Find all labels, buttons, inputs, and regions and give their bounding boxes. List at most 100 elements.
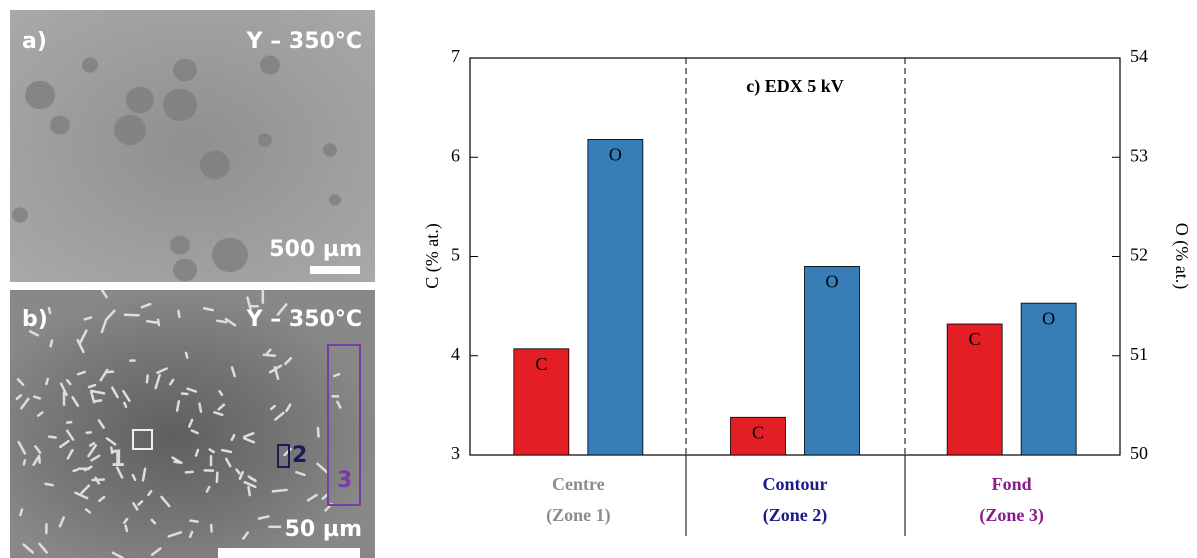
precipitate: [110, 446, 114, 455]
precipitate: [124, 524, 129, 533]
zone-box: [277, 444, 290, 468]
precipitate: [154, 373, 161, 390]
precipitate: [123, 401, 128, 408]
scale-label: 50 µm: [285, 517, 362, 542]
precipitate: [122, 389, 131, 402]
x-tick-sublabel: (Zone 2): [763, 505, 828, 526]
precipitate: [106, 309, 116, 320]
precipitate: [238, 470, 245, 480]
precipitate: [186, 387, 198, 393]
particle: [12, 207, 28, 223]
precipitate: [65, 429, 75, 441]
precipitate: [76, 338, 85, 354]
sem-background: [10, 290, 375, 558]
precipitate: [189, 519, 199, 523]
precipitate: [20, 397, 30, 410]
precipitate: [217, 403, 226, 411]
particle: [258, 133, 272, 147]
precipitate: [150, 518, 157, 525]
zone-label: 2: [292, 443, 307, 468]
scale-bar: [310, 266, 360, 274]
precipitate: [167, 531, 183, 538]
precipitate: [105, 437, 117, 446]
precipitate: [76, 370, 86, 376]
chart-title: c) EDX 5 kV: [746, 76, 844, 97]
precipitate: [246, 296, 252, 311]
precipitate: [270, 404, 276, 411]
bar-label: C: [535, 354, 547, 374]
y2-tick-label: 54: [1130, 46, 1148, 66]
y2-tick-label: 50: [1130, 443, 1148, 463]
x-tick-label: Centre: [552, 474, 605, 494]
precipitate: [101, 289, 108, 299]
scale-bar: [218, 548, 360, 558]
particle: [114, 114, 146, 146]
zone-box: [132, 429, 153, 450]
precipitate: [16, 378, 25, 386]
x-tick-sublabel: (Zone 1): [546, 505, 611, 526]
y2-tick-label: 53: [1130, 145, 1148, 165]
precipitate: [131, 473, 137, 482]
precipitate: [177, 309, 181, 319]
precipitate: [242, 432, 255, 439]
particle: [173, 258, 197, 282]
precipitate: [190, 429, 199, 435]
precipitate: [173, 460, 181, 464]
precipitate: [147, 489, 153, 497]
bar-label: C: [969, 329, 981, 349]
precipitate: [276, 303, 288, 316]
precipitate: [72, 468, 79, 473]
precipitate: [65, 379, 72, 386]
precipitate: [38, 542, 48, 554]
precipitate: [97, 419, 106, 429]
precipitate: [141, 467, 147, 482]
particle: [25, 80, 55, 110]
particle: [50, 115, 70, 135]
precipitate: [84, 508, 92, 514]
precipitate: [140, 302, 152, 309]
precipitate: [88, 441, 96, 447]
particle: [323, 143, 337, 157]
precipitate: [80, 484, 91, 495]
chart: c) EDX 5 kV C (% at.) O (% at.) 3 4 5 6 7 50 5…: [422, 46, 1192, 536]
particle: [200, 150, 230, 180]
precipitate: [184, 470, 194, 474]
precipitate: [65, 420, 73, 424]
precipitate: [332, 372, 341, 378]
x-tick-sublabel: (Zone 3): [979, 505, 1044, 526]
precipitate: [90, 454, 101, 462]
precipitate: [198, 402, 203, 413]
y-tick-label: 7: [451, 46, 460, 66]
bar: [730, 416, 786, 456]
precipitate: [262, 353, 277, 357]
precipitate: [271, 488, 288, 493]
precipitate: [205, 485, 211, 493]
precipitate: [175, 400, 181, 412]
zone-label: 1: [110, 447, 125, 472]
precipitate: [184, 351, 189, 359]
precipitate: [306, 493, 318, 502]
panel-label: a): [22, 29, 47, 54]
precipitate: [208, 448, 216, 454]
sem-image-a: a) Y – 350°C 500 µm: [10, 10, 375, 282]
precipitate: [22, 543, 35, 554]
bar: [587, 138, 644, 456]
precipitate: [243, 480, 257, 489]
precipitate: [295, 470, 306, 477]
precipitate: [316, 426, 320, 438]
bar-label: O: [826, 272, 839, 292]
precipitate: [218, 389, 224, 396]
precipitate: [98, 495, 106, 503]
precipitate: [156, 318, 161, 327]
precipitate: [33, 395, 42, 400]
y2-tick-label: 52: [1130, 245, 1148, 265]
precipitate: [32, 456, 40, 466]
precipitate: [45, 377, 50, 386]
precipitate: [78, 329, 88, 344]
precipitate: [150, 547, 162, 556]
precipitate: [17, 440, 27, 455]
bar: [513, 348, 570, 456]
precipitate: [58, 516, 65, 528]
precipitate: [36, 411, 44, 417]
